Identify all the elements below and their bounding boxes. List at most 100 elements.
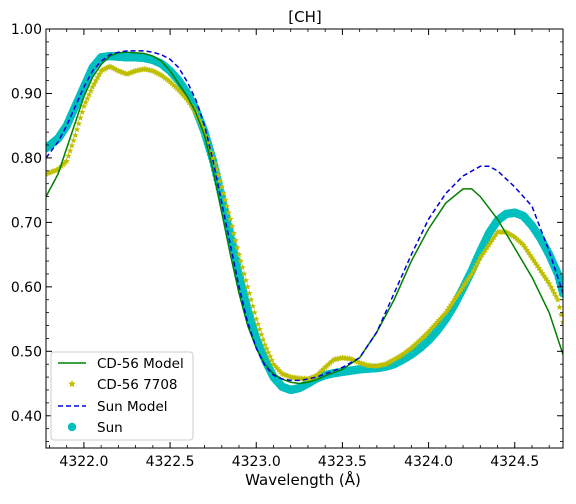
cd56-7708-point bbox=[235, 251, 243, 258]
y-tick-label: 1.00 bbox=[11, 22, 42, 38]
legend-item: Sun Model bbox=[58, 399, 168, 415]
y-tick-label: 0.80 bbox=[11, 151, 42, 167]
cd56-7708-point bbox=[63, 157, 70, 164]
y-tick-label: 0.40 bbox=[11, 409, 42, 425]
series-cd-56-7708 bbox=[46, 62, 563, 382]
x-tick-label: 4323.5 bbox=[318, 454, 367, 470]
cd56-7708-point bbox=[389, 357, 396, 364]
cd56-7708-point bbox=[97, 67, 105, 74]
cd56-7708-point bbox=[397, 352, 405, 359]
cd56-7708-point bbox=[401, 349, 408, 356]
cd56-7708-point bbox=[402, 348, 410, 355]
series-line-sun-model bbox=[46, 50, 563, 382]
x-tick-label: 4322.0 bbox=[59, 454, 108, 470]
cd56-7708-point bbox=[258, 331, 265, 338]
cd56-7708-point bbox=[556, 303, 563, 311]
x-axis-label: Wavelength (Å) bbox=[245, 470, 361, 489]
x-tick-label: 4323.0 bbox=[232, 454, 281, 470]
cd56-7708-point bbox=[84, 95, 91, 102]
cd56-7708-point bbox=[103, 64, 110, 71]
cd56-7708-point bbox=[254, 320, 262, 327]
cd56-7708-point bbox=[328, 357, 336, 364]
cd56-7708-point bbox=[92, 77, 100, 84]
legend-label: CD-56 7708 bbox=[97, 377, 178, 393]
legend-swatch-circle bbox=[67, 422, 77, 432]
cd56-7708-point bbox=[221, 196, 229, 203]
cd56-7708-point bbox=[475, 257, 482, 264]
cd56-7708-point bbox=[78, 108, 86, 115]
cd56-7708-point bbox=[259, 336, 267, 343]
cd56-7708-point bbox=[237, 257, 244, 264]
cd56-7708-point bbox=[471, 264, 479, 271]
cd56-7708-point bbox=[227, 215, 234, 222]
cd56-7708-point bbox=[209, 154, 217, 161]
cd56-7708-point bbox=[251, 309, 258, 316]
legend-label: Sun bbox=[97, 420, 123, 436]
cd56-7708-point bbox=[404, 347, 412, 354]
cd56-7708-point bbox=[53, 166, 60, 173]
cd56-7708-point bbox=[89, 83, 96, 90]
plot-frame bbox=[45, 28, 564, 449]
cd56-7708-point bbox=[396, 353, 403, 360]
legend-label: CD-56 Model bbox=[97, 356, 184, 372]
cd56-7708-point bbox=[96, 70, 103, 77]
cd56-7708-point bbox=[423, 330, 431, 337]
cd56-7708-point bbox=[468, 270, 475, 277]
cd56-7708-point bbox=[234, 244, 241, 251]
cd56-7708-point bbox=[239, 264, 246, 271]
cd56-7708-point bbox=[420, 333, 427, 340]
cd56-7708-point bbox=[413, 340, 420, 347]
cd56-7708-point bbox=[246, 289, 253, 297]
cd56-7708-point bbox=[247, 296, 255, 303]
chart-title: [CH] bbox=[288, 8, 321, 26]
cd56-7708-point bbox=[554, 296, 562, 303]
cd56-7708-point bbox=[318, 367, 325, 374]
cd56-7708-point bbox=[228, 222, 236, 229]
cd56-7708-point bbox=[75, 120, 82, 127]
cd56-7708-point bbox=[321, 364, 329, 371]
cd56-7708-point bbox=[232, 237, 239, 244]
cd56-7708-point bbox=[68, 142, 76, 149]
legend-item: CD-56 7708 bbox=[68, 377, 178, 393]
cd56-7708-point bbox=[223, 202, 231, 210]
cd56-7708-point bbox=[249, 302, 257, 309]
legend: CD-56 Model CD-56 7708 Sun Model Sun bbox=[50, 351, 194, 441]
cd56-7708-point bbox=[72, 131, 79, 139]
cd56-7708-point bbox=[218, 183, 226, 190]
x-tick-label: 4322.5 bbox=[146, 454, 195, 470]
cd56-7708-point bbox=[94, 73, 101, 81]
y-tick-label: 0.60 bbox=[11, 280, 42, 296]
cd56-7708-point bbox=[240, 270, 248, 277]
x-tick-label: 4324.5 bbox=[490, 454, 539, 470]
cd56-7708-point bbox=[327, 359, 334, 366]
cd56-7708-point bbox=[392, 355, 400, 362]
cd56-7708-point bbox=[385, 359, 393, 366]
cd56-7708-point bbox=[80, 102, 88, 110]
cd56-7708-point bbox=[559, 318, 563, 326]
cd56-7708-point bbox=[409, 343, 417, 350]
legend-label: Sun Model bbox=[97, 399, 168, 415]
y-tick-label: 0.50 bbox=[11, 344, 42, 360]
cd56-7708-point bbox=[416, 336, 424, 344]
cd56-7708-point bbox=[473, 260, 481, 268]
cd56-7708-point bbox=[85, 91, 93, 98]
cd56-7708-point bbox=[104, 63, 112, 71]
cd56-7708-point bbox=[387, 358, 394, 365]
cd56-7708-point bbox=[220, 189, 227, 197]
cd56-7708-point bbox=[87, 87, 95, 94]
cd56-7708-point bbox=[408, 344, 415, 351]
cd56-7708-point bbox=[390, 356, 398, 363]
cd56-7708-point bbox=[101, 65, 108, 72]
cd56-7708-point bbox=[323, 362, 331, 369]
axes: 4322.0 4322.5 4323.0 4323.5 4324.0 4324.5 0.40… bbox=[11, 22, 564, 470]
cd56-7708-point bbox=[253, 315, 260, 322]
cd56-7708-point bbox=[244, 283, 251, 290]
cd56-7708-point bbox=[394, 354, 401, 361]
cd56-7708-point bbox=[77, 114, 84, 121]
cd56-7708-point bbox=[316, 369, 324, 376]
cd56-7708-point bbox=[82, 99, 89, 106]
cd56-7708-point bbox=[383, 359, 391, 367]
x-tick-label: 4324.0 bbox=[404, 454, 453, 470]
y-tick-label: 0.70 bbox=[11, 215, 42, 231]
